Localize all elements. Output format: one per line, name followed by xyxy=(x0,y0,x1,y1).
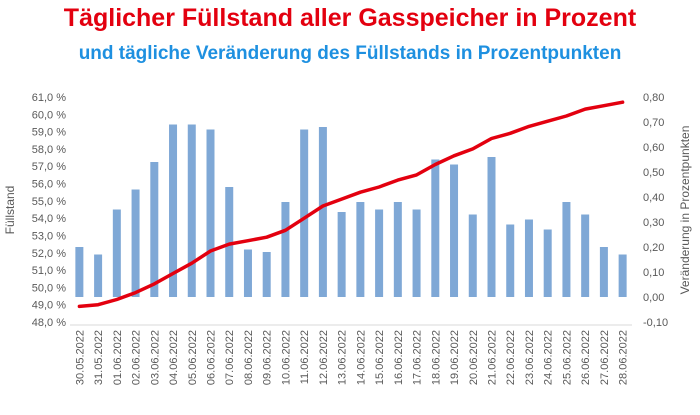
right-tick-label: 0,50 xyxy=(643,167,664,179)
bar xyxy=(375,209,384,297)
left-tick-label: 54,0 % xyxy=(32,213,66,225)
x-tick-label: 11.06.2022 xyxy=(299,330,311,384)
right-tick-label: 0,80 xyxy=(643,92,664,104)
bar xyxy=(169,124,178,297)
x-tick-label: 02.06.2022 xyxy=(131,330,143,385)
bar xyxy=(393,202,402,297)
y-axis-right-label: Veränderung in Prozentpunkten xyxy=(678,126,692,295)
chart-subtitle: und tägliche Veränderung des Füllstands … xyxy=(78,43,622,64)
y-axis-left-label: Füllstand xyxy=(3,186,17,235)
x-tick-label: 17.06.2022 xyxy=(412,330,424,385)
bar xyxy=(356,202,365,297)
left-tick-label: 48,0 % xyxy=(32,317,66,329)
bar xyxy=(412,209,421,297)
x-tick-label: 09.06.2022 xyxy=(262,330,274,385)
bar xyxy=(187,124,196,297)
x-tick-label: 15.06.2022 xyxy=(374,330,386,385)
left-tick-label: 59,0 % xyxy=(32,127,66,139)
fill-level-line xyxy=(77,100,625,309)
x-tick-label: 23.06.2022 xyxy=(524,330,536,385)
x-tick-label: 26.06.2022 xyxy=(580,330,592,385)
x-tick-label: 06.06.2022 xyxy=(206,330,218,385)
x-tick-label: 12.06.2022 xyxy=(318,330,330,385)
bar xyxy=(450,164,459,297)
x-tick-label: 19.06.2022 xyxy=(449,330,461,385)
bar xyxy=(431,159,440,297)
bar xyxy=(337,212,346,297)
chart-title: Täglicher Füllstand aller Gasspeicher in… xyxy=(63,4,637,32)
x-tick-label: 22.06.2022 xyxy=(505,330,517,385)
right-tick-label: 0,70 xyxy=(643,117,664,129)
x-tick-label: 31.05.2022 xyxy=(93,330,105,385)
x-tick-label: 13.06.2022 xyxy=(337,330,349,385)
x-tick-label: 08.06.2022 xyxy=(243,330,255,385)
bar xyxy=(543,229,552,297)
left-tick-label: 51,0 % xyxy=(32,265,66,277)
left-tick-label: 56,0 % xyxy=(32,179,66,191)
right-tick-label: 0,20 xyxy=(643,242,664,254)
x-tick-label: 30.05.2022 xyxy=(74,330,86,385)
left-tick-label: 49,0 % xyxy=(32,300,66,312)
x-tick-label: 04.06.2022 xyxy=(168,330,180,385)
bar xyxy=(281,202,290,297)
x-tick-label: 07.06.2022 xyxy=(224,330,236,385)
left-tick-label: 53,0 % xyxy=(32,230,66,242)
left-tick-label: 60,0 % xyxy=(32,109,66,121)
x-tick-label: 27.06.2022 xyxy=(599,330,611,385)
left-tick-label: 57,0 % xyxy=(32,161,66,173)
x-tick-label: 28.06.2022 xyxy=(618,330,630,385)
x-tick-label: 25.06.2022 xyxy=(561,330,573,385)
left-tick-label: 55,0 % xyxy=(32,196,66,208)
x-tick-label: 01.06.2022 xyxy=(112,330,124,385)
right-tick-label: 0,30 xyxy=(643,217,664,229)
x-tick-label: 21.06.2022 xyxy=(487,330,499,385)
right-tick-label: 0,60 xyxy=(643,142,664,154)
bar xyxy=(206,129,215,297)
bar xyxy=(581,214,590,297)
x-tick-label: 05.06.2022 xyxy=(187,330,199,385)
bar xyxy=(262,252,271,297)
bar xyxy=(243,249,252,297)
bar xyxy=(599,247,608,297)
left-tick-label: 50,0 % xyxy=(32,282,66,294)
bar xyxy=(225,187,234,297)
x-tick-label: 16.06.2022 xyxy=(393,330,405,385)
bar xyxy=(618,254,627,297)
bar xyxy=(75,247,84,297)
right-tick-label: 0,10 xyxy=(643,267,664,279)
right-tick-label: 0,40 xyxy=(643,192,664,204)
x-tick-label: 03.06.2022 xyxy=(149,330,161,385)
bar xyxy=(468,214,477,297)
bar xyxy=(112,209,121,297)
left-tick-label: 58,0 % xyxy=(32,144,66,156)
bar xyxy=(506,224,515,297)
right-tick-label: -0,10 xyxy=(643,317,668,329)
bar xyxy=(150,162,159,297)
bar xyxy=(300,129,309,297)
left-tick-label: 52,0 % xyxy=(32,248,66,260)
bar xyxy=(524,219,533,297)
bar xyxy=(131,189,140,297)
bar xyxy=(94,254,103,297)
x-tick-label: 20.06.2022 xyxy=(468,330,480,385)
x-tick-label: 24.06.2022 xyxy=(543,330,555,385)
right-tick-label: 0,00 xyxy=(643,292,664,304)
left-tick-label: 61,0 % xyxy=(32,92,66,104)
bar xyxy=(562,202,571,297)
x-tick-label: 18.06.2022 xyxy=(430,330,442,385)
bar xyxy=(487,157,496,297)
x-tick-label: 14.06.2022 xyxy=(355,330,367,385)
bar xyxy=(318,127,327,297)
x-tick-label: 10.06.2022 xyxy=(280,330,292,385)
